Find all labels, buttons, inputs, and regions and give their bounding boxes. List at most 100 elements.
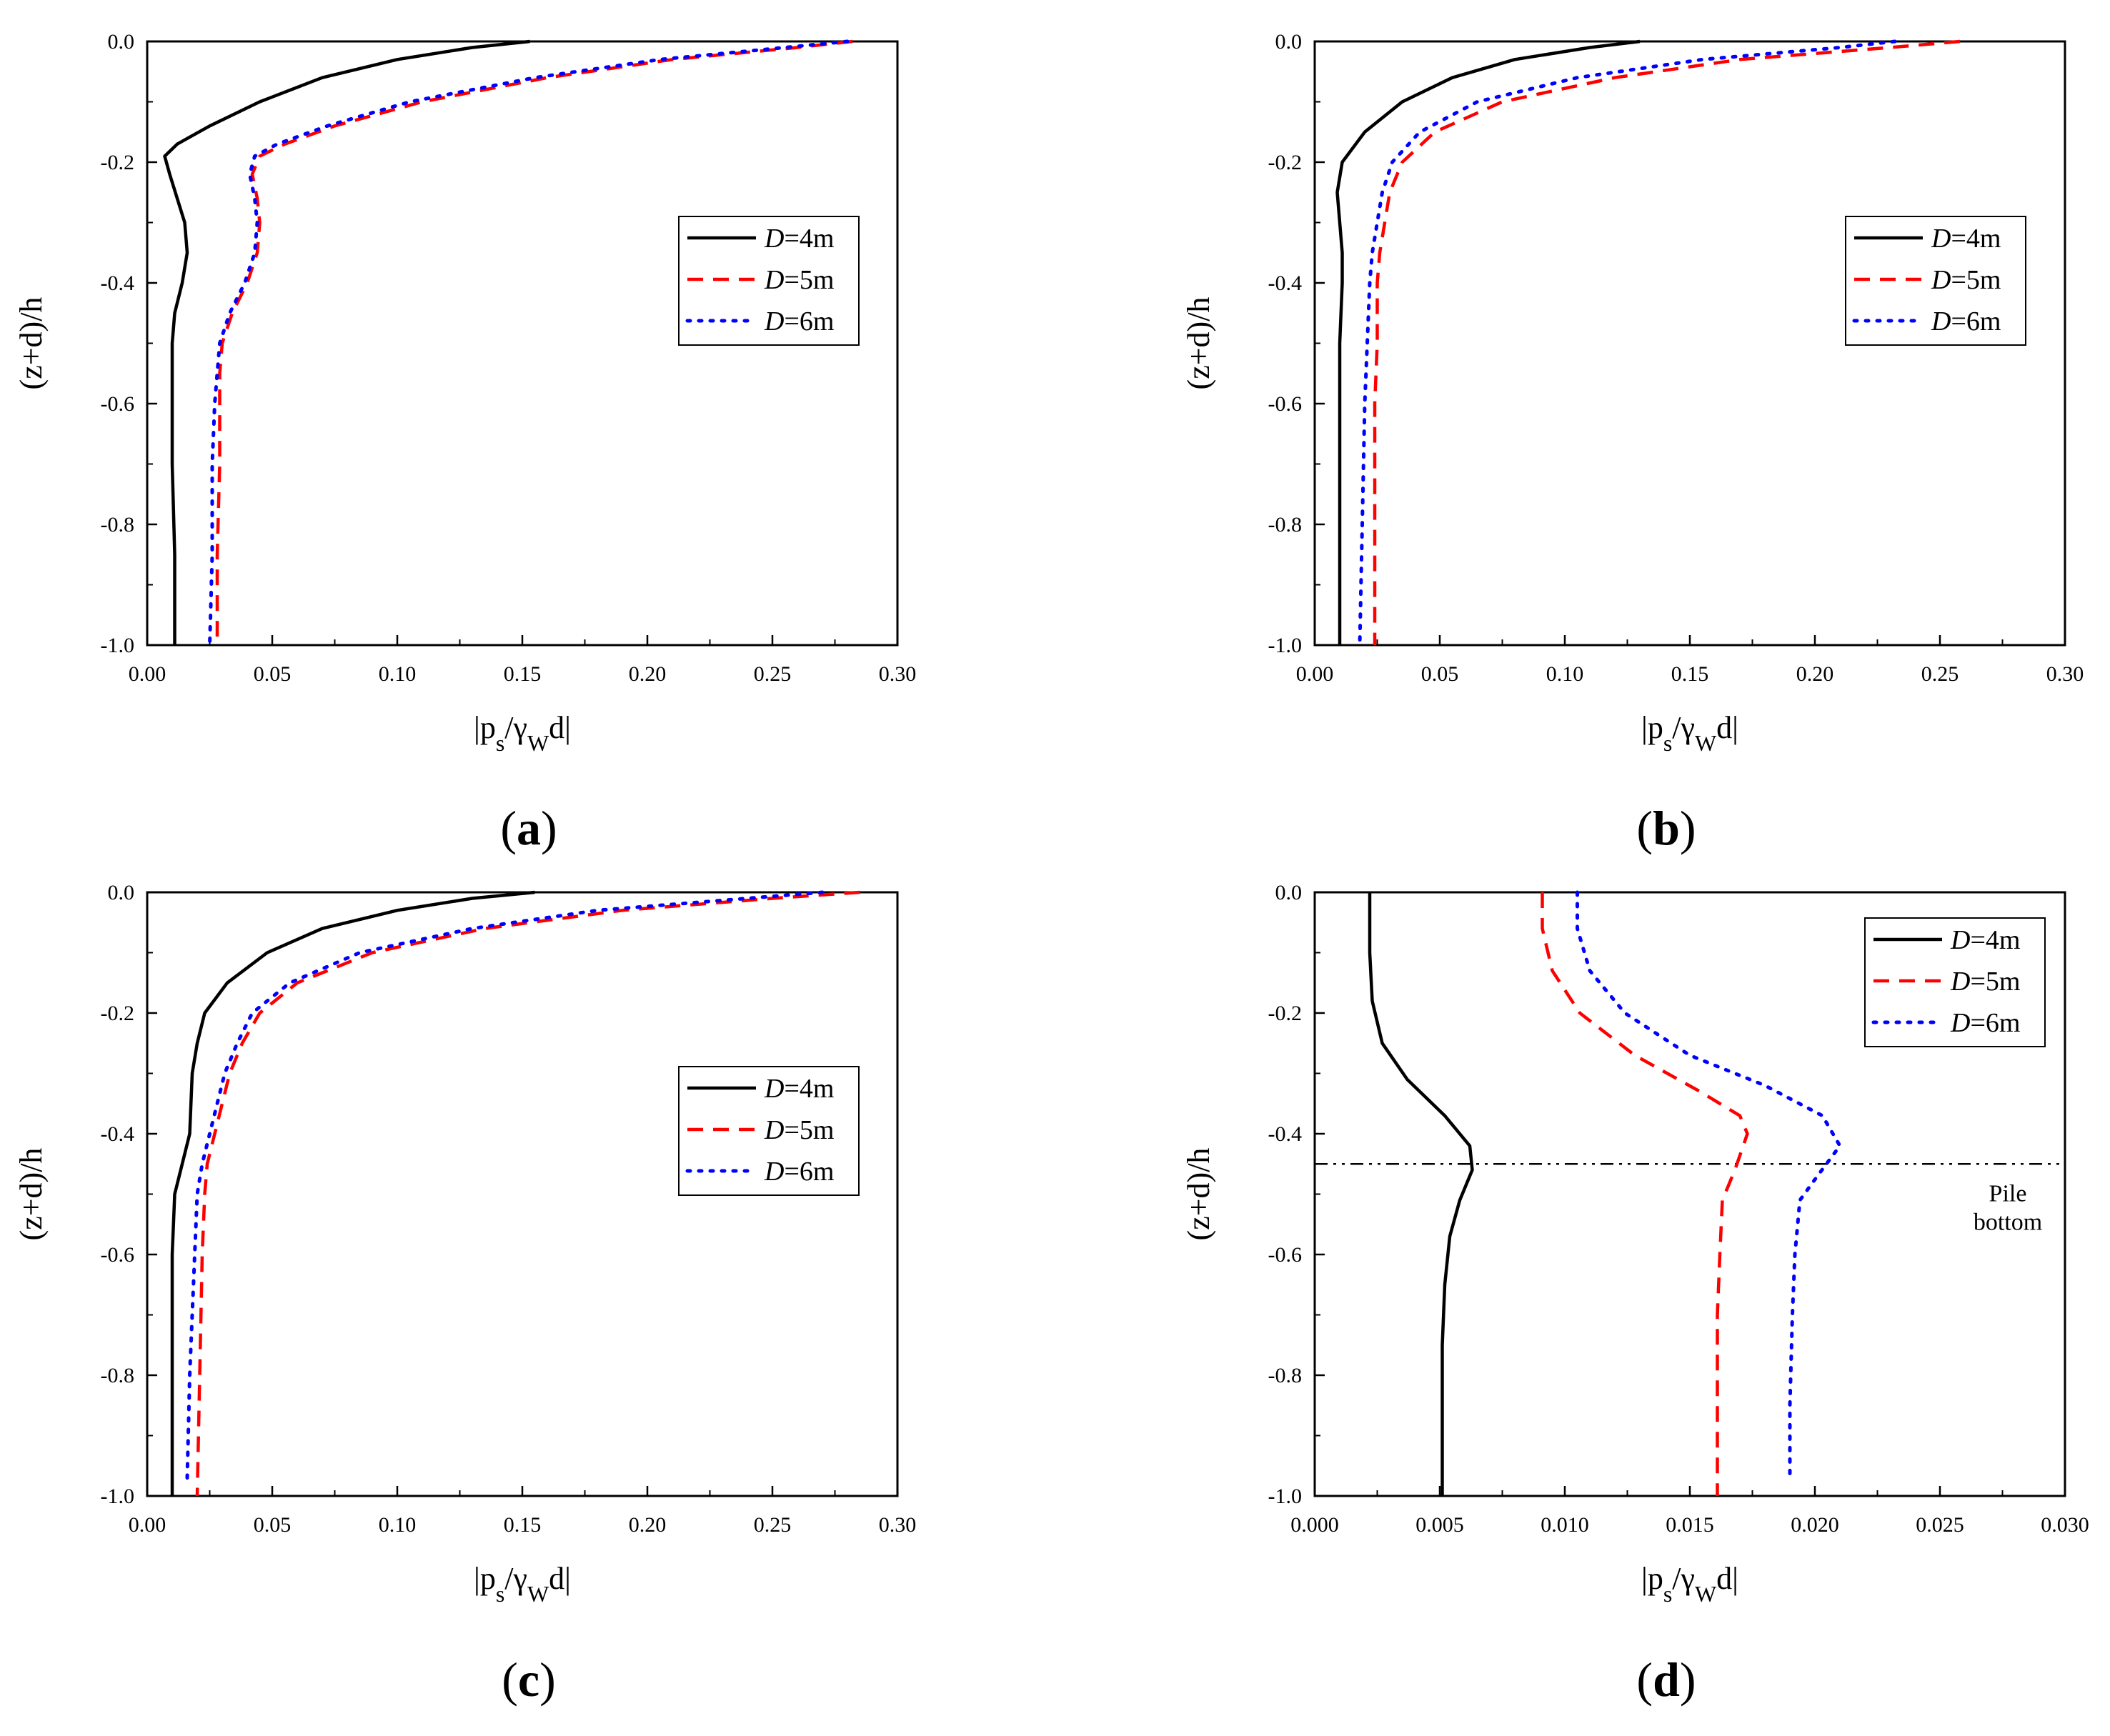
legend-label: D=6m	[1931, 306, 2001, 336]
x-tick-label: 0.30	[879, 662, 917, 686]
x-tick-label: 0.30	[879, 1513, 917, 1537]
y-tick-label: -0.6	[101, 1243, 135, 1267]
x-tick-label: 0.020	[1791, 1513, 1839, 1537]
y-axis-title: (z+d)/h	[1181, 1148, 1216, 1241]
legend: D=4m D=5m D=6m	[678, 1066, 860, 1196]
x-axis-title: |ps/γWd|	[1641, 710, 1738, 756]
pile-bottom-label: bottom	[1974, 1209, 2042, 1235]
x-tick-label: 0.05	[1421, 662, 1459, 686]
x-tick-label: 0.030	[2041, 1513, 2089, 1537]
series-line-d-5m	[1541, 892, 1749, 1496]
y-tick-label: 0.0	[1275, 881, 1303, 904]
y-tick-label: -0.2	[1268, 1002, 1303, 1025]
y-tick-label: -1.0	[1268, 1485, 1303, 1508]
series-line-d-4m	[163, 39, 530, 645]
y-tick-label: -0.8	[1268, 513, 1303, 537]
y-tick-label: -0.6	[1268, 1243, 1303, 1267]
y-tick-label: -0.8	[1268, 1364, 1303, 1387]
x-tick-label: 0.00	[1296, 662, 1334, 686]
y-tick-label: -0.4	[1268, 1122, 1303, 1146]
x-tick-label: 0.00	[129, 662, 166, 686]
y-tick-label: -0.4	[1268, 271, 1303, 295]
panel-label: (d)	[1636, 1652, 1696, 1707]
series-line-d-6m	[1576, 890, 1842, 1480]
x-tick-label: 0.25	[754, 662, 792, 686]
panel-label: (b)	[1636, 801, 1696, 855]
x-tick-label: 0.010	[1541, 1513, 1589, 1537]
panel-label: (c)	[502, 1652, 556, 1707]
x-tick-label: 0.15	[504, 662, 542, 686]
series-line-d-6m	[208, 39, 850, 647]
y-axis-title: (z+d)/h	[1181, 297, 1216, 390]
panel-label: (a)	[500, 801, 557, 855]
x-axis-title: |ps/γWd|	[1641, 1561, 1738, 1607]
x-tick-label: 0.15	[1671, 662, 1709, 686]
y-axis-title: (z+d)/h	[14, 297, 49, 390]
y-tick-label: -0.4	[101, 271, 135, 295]
x-tick-label: 0.015	[1666, 1513, 1714, 1537]
legend-label: D=4m	[1931, 224, 2001, 254]
y-tick-label: -1.0	[101, 634, 135, 657]
x-tick-label: 0.20	[629, 1513, 667, 1537]
series-line-d-6m	[185, 890, 825, 1480]
legend-label: D=4m	[764, 1074, 834, 1104]
x-tick-label: 0.00	[129, 1513, 166, 1537]
series-line-d-5m	[1373, 39, 1961, 645]
x-tick-label: 0.10	[1546, 662, 1584, 686]
chart-panel-b: 0.00 0.05 0.10 0.15 0.20 0.25 0.30 0.0 -0.2 -0.4 -…	[1181, 30, 2084, 756]
y-tick-label: -0.2	[101, 151, 135, 174]
legend-label: D=6m	[1950, 1008, 2020, 1038]
x-tick-label: 0.05	[254, 1513, 292, 1537]
x-axis-title: |ps/γWd|	[474, 710, 571, 756]
y-tick-label: -1.0	[101, 1485, 135, 1508]
x-tick-label: 0.10	[379, 662, 417, 686]
y-tick-label: 0.0	[108, 30, 135, 54]
legend: D=4m D=5m D=6m	[1864, 917, 2046, 1047]
legend-label: D=5m	[764, 1115, 834, 1145]
legend-label: D=5m	[1931, 265, 2001, 295]
legend-label: D=6m	[764, 1157, 834, 1187]
y-tick-label: 0.0	[1275, 30, 1303, 54]
legend-label: D=4m	[764, 224, 834, 254]
legend-label: D=5m	[764, 265, 834, 295]
x-tick-label: 0.000	[1290, 1513, 1339, 1537]
legend: D=4m D=5m D=6m	[1845, 216, 2026, 346]
x-tick-label: 0.005	[1415, 1513, 1464, 1537]
legend-label: D=4m	[1950, 925, 2020, 955]
chart-panel-a: 0.00 0.05 0.10 0.15 0.20 0.25 0.30 0.0 -0.2 -0.4 -…	[14, 30, 916, 756]
series-line-d-4m	[1368, 892, 1474, 1496]
x-tick-label: 0.30	[2046, 662, 2084, 686]
y-tick-label: -0.2	[101, 1002, 135, 1025]
pile-bottom-label: Pile	[1989, 1180, 2027, 1207]
y-axis-title: (z+d)/h	[14, 1148, 49, 1241]
series-line-d-4m	[1335, 39, 1641, 645]
x-tick-label: 0.20	[629, 662, 667, 686]
y-tick-label: -0.6	[1268, 392, 1303, 416]
x-tick-label: 0.25	[1921, 662, 1959, 686]
legend-box	[678, 1066, 860, 1196]
x-axis-title: |ps/γWd|	[474, 1561, 571, 1607]
series-line-d-6m	[1358, 39, 1897, 647]
x-tick-label: 0.025	[1916, 1513, 1964, 1537]
x-tick-label: 0.05	[254, 662, 292, 686]
x-tick-label: 0.25	[754, 1513, 792, 1537]
legend-label: D=5m	[1950, 967, 2020, 997]
y-tick-label: -0.2	[1268, 151, 1303, 174]
x-tick-label: 0.20	[1796, 662, 1834, 686]
legend: D=4m D=5m D=6m	[678, 216, 860, 346]
chart-panel-d: 0.000 0.005 0.010 0.015 0.020 0.025 0.030 0.0 -0…	[1181, 881, 2089, 1607]
x-tick-label: 0.15	[504, 1513, 542, 1537]
legend-label: D=6m	[764, 306, 834, 336]
y-tick-label: -0.8	[101, 1364, 135, 1387]
x-tick-label: 0.10	[379, 1513, 417, 1537]
y-tick-label: 0.0	[108, 881, 135, 904]
y-tick-label: -0.6	[101, 392, 135, 416]
series-line-d-5m	[195, 890, 860, 1497]
series-line-d-4m	[170, 890, 535, 1496]
y-tick-label: -0.8	[101, 513, 135, 537]
chart-panel-c: 0.00 0.05 0.10 0.15 0.20 0.25 0.30 0.0 -0.2 -0.4 -…	[14, 881, 916, 1607]
y-tick-label: -0.4	[101, 1122, 135, 1146]
series-line-d-5m	[215, 39, 853, 645]
